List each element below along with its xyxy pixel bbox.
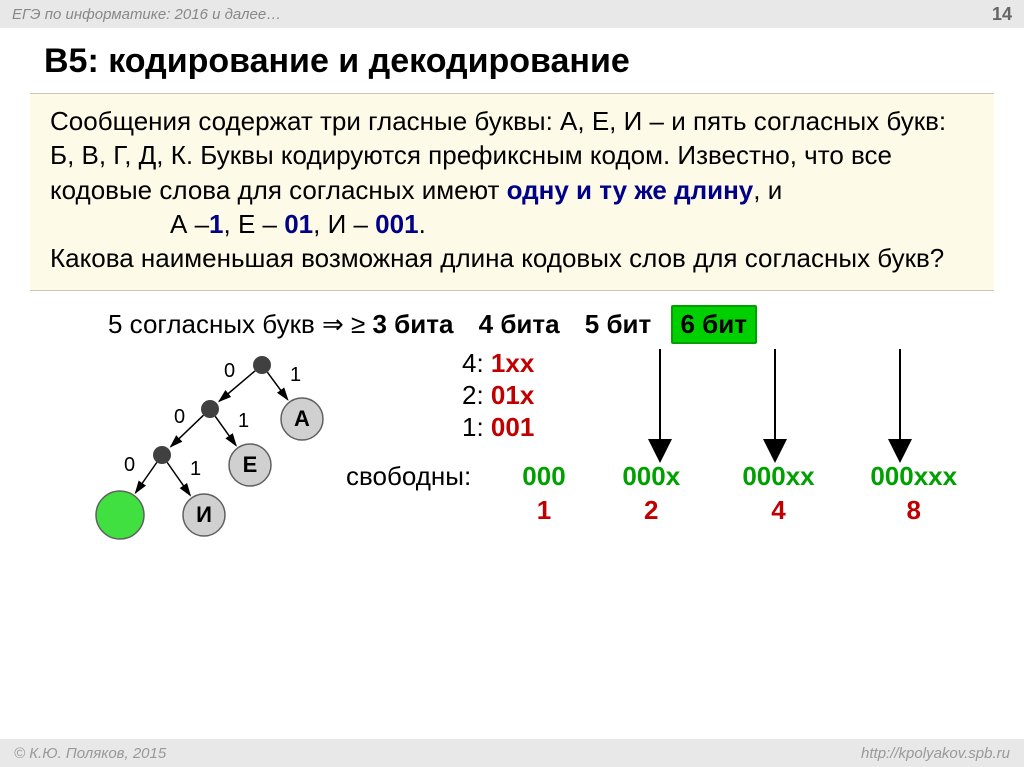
svg-text:Е: Е (243, 452, 258, 477)
footer-right: http://kpolyakov.spb.ru (861, 745, 1010, 762)
bits-6-highlight: 6 бит (671, 305, 757, 344)
problem-box: Сообщения содержат три гласные буквы: А,… (30, 93, 994, 291)
svg-text:0: 0 (124, 454, 135, 476)
down-arrows (530, 345, 990, 465)
content: B5: кодирование и декодирование Сообщени… (0, 28, 1024, 305)
header-bar: ЕГЭ по информатике: 2016 и далее… 14 (0, 0, 1024, 28)
solution-line1: 5 согласных букв ⇒ ≥ 3 бита 4 бита 5 бит… (108, 305, 757, 344)
svg-text:0: 0 (174, 406, 185, 428)
svg-text:А: А (294, 406, 310, 431)
svg-text:1: 1 (238, 410, 249, 432)
bits-4: 4 бита (479, 309, 560, 340)
footer-bar: © К.Ю. Поляков, 2015 http://kpolyakov.sp… (0, 739, 1024, 767)
free-label: свободны: (346, 461, 471, 492)
svg-text:1: 1 (190, 458, 201, 480)
count-row: 1 2 4 8 (500, 495, 978, 526)
svg-text:0: 0 (224, 360, 235, 382)
page-number: 14 (992, 4, 1012, 25)
bits-5: 5 бит (585, 309, 651, 340)
page-title: B5: кодирование и декодирование (30, 42, 994, 81)
free-values: 000 000х 000хх 000ххх (500, 461, 978, 492)
tree-diagram: А Е И 0 1 0 1 0 1 (72, 347, 352, 557)
problem-p1: Сообщения содержат три гласные буквы: А,… (50, 104, 974, 207)
svg-text:1: 1 (290, 364, 301, 386)
footer-left: © К.Ю. Поляков, 2015 (14, 745, 166, 762)
header-left: ЕГЭ по информатике: 2016 и далее… (12, 6, 281, 23)
svg-text:И: И (196, 502, 212, 527)
solution-area: 5 согласных букв ⇒ ≥ 3 бита 4 бита 5 бит… (30, 291, 994, 305)
code-count-block: 4: 1хх 2: 01х 1: 001 (462, 347, 534, 444)
problem-codes: А –1, Е – 01, И – 001. (50, 207, 974, 241)
problem-p2: Какова наименьшая возможная длина кодовы… (50, 241, 974, 275)
